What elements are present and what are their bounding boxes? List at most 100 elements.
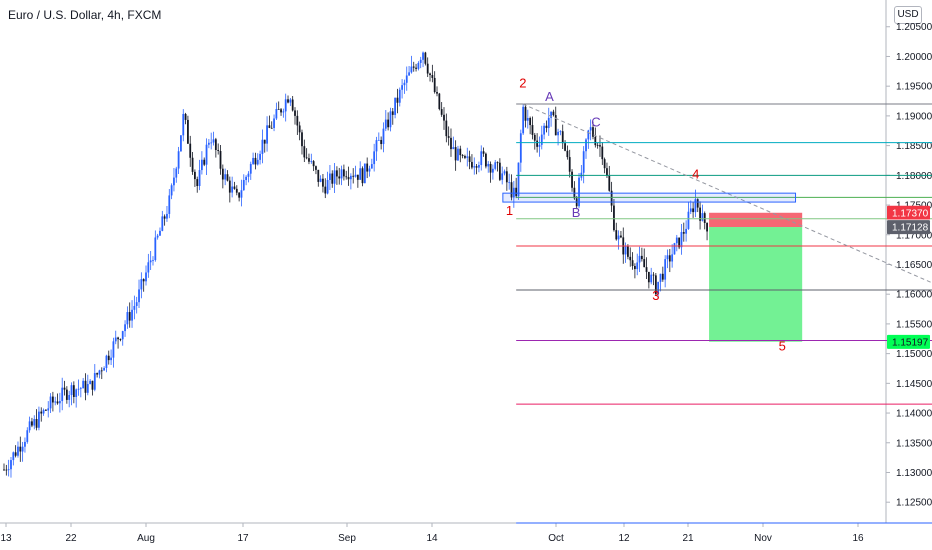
candle-body — [310, 161, 313, 162]
candle-body — [440, 109, 443, 115]
candle-body — [340, 169, 343, 179]
candle-body — [238, 192, 241, 198]
candle-body — [326, 180, 329, 194]
candle-body — [45, 409, 47, 411]
candle-body — [159, 230, 161, 236]
trendline — [522, 103, 932, 284]
candle-body — [49, 396, 52, 409]
candle-body — [426, 63, 429, 74]
candle-body — [531, 125, 534, 135]
y-tick-label: 1.18000 — [896, 171, 932, 182]
candle-body — [398, 89, 401, 103]
candle-body — [654, 275, 657, 295]
candle-body — [503, 171, 506, 174]
candle-body — [552, 111, 555, 116]
y-tick-label: 1.20500 — [896, 22, 932, 33]
candle-body — [429, 73, 431, 76]
candle-body — [207, 142, 210, 145]
candle-body — [678, 237, 681, 248]
candle-body — [47, 408, 50, 411]
y-tick-label: 1.13500 — [896, 438, 932, 449]
x-tick-label: 17 — [237, 533, 249, 544]
candle-body — [303, 146, 306, 158]
candle-body — [526, 117, 529, 121]
candle-body — [689, 208, 692, 212]
candle-body — [370, 164, 373, 169]
candle-body — [308, 158, 310, 162]
candle-body — [173, 177, 175, 186]
candle-body — [450, 137, 452, 150]
currency-button[interactable]: USD — [894, 6, 922, 24]
candle-body — [233, 186, 236, 189]
candle-body — [51, 396, 54, 403]
candle-body — [599, 145, 601, 147]
candle-body — [424, 52, 427, 64]
candle-body — [38, 411, 40, 428]
candle-body — [352, 175, 355, 177]
candle-body — [280, 109, 282, 113]
candle-body — [289, 99, 292, 103]
candle-body — [538, 144, 541, 147]
candle-body — [124, 324, 126, 332]
candle-body — [557, 131, 559, 136]
wave-label: 4 — [692, 166, 699, 181]
candle-body — [601, 146, 604, 160]
candle-body — [138, 289, 140, 303]
candle-body — [228, 180, 231, 193]
candle-body — [585, 139, 587, 152]
candle-body — [96, 373, 99, 375]
candle-body — [657, 281, 660, 295]
candle-body — [119, 339, 122, 340]
candle-body — [368, 168, 371, 172]
candle-body — [613, 205, 615, 231]
y-tick-label: 1.19500 — [896, 82, 932, 93]
candle-body — [417, 62, 420, 69]
candle-body — [12, 452, 15, 461]
candle-body — [394, 97, 397, 115]
candle-body — [254, 157, 257, 165]
y-tick-label: 1.16000 — [896, 290, 932, 301]
candle-body — [696, 199, 699, 208]
candle-body — [433, 77, 436, 93]
price-label-badge — [887, 205, 930, 220]
candle-body — [466, 156, 469, 158]
candle-body — [610, 190, 613, 206]
candle-body — [219, 151, 222, 169]
wave-label: A — [545, 89, 554, 104]
candle-body — [624, 246, 627, 255]
candle-body — [561, 131, 564, 144]
candle-body — [184, 113, 187, 120]
candle-body — [682, 232, 685, 234]
candle-body — [93, 373, 96, 390]
candle-body — [212, 139, 215, 143]
candle-body — [19, 446, 22, 452]
x-tick-label: 16 — [852, 533, 864, 544]
candle-body — [54, 401, 57, 403]
candle-body — [578, 177, 580, 207]
candle-body — [559, 131, 562, 133]
candle-body — [301, 132, 303, 147]
candle-body — [438, 93, 441, 110]
candle-body — [147, 262, 150, 273]
candle-body — [205, 144, 208, 165]
y-tick-label: 1.19000 — [896, 111, 932, 122]
candle-body — [464, 156, 466, 158]
candle-body — [505, 171, 508, 183]
candle-body — [305, 157, 308, 159]
candle-body — [180, 135, 182, 152]
candle-body — [471, 161, 473, 168]
candle-body — [571, 171, 573, 188]
candle-body — [193, 171, 196, 180]
candle-body — [647, 271, 650, 283]
candle-body — [296, 115, 299, 126]
candle-body — [98, 370, 101, 375]
candle-body — [170, 185, 173, 196]
candle-body — [247, 173, 250, 177]
candle-body — [703, 213, 706, 223]
candle-body — [694, 199, 697, 213]
candle-body — [431, 75, 434, 78]
candle-body — [149, 260, 152, 263]
candle-body — [403, 82, 406, 86]
candle-body — [33, 419, 36, 426]
